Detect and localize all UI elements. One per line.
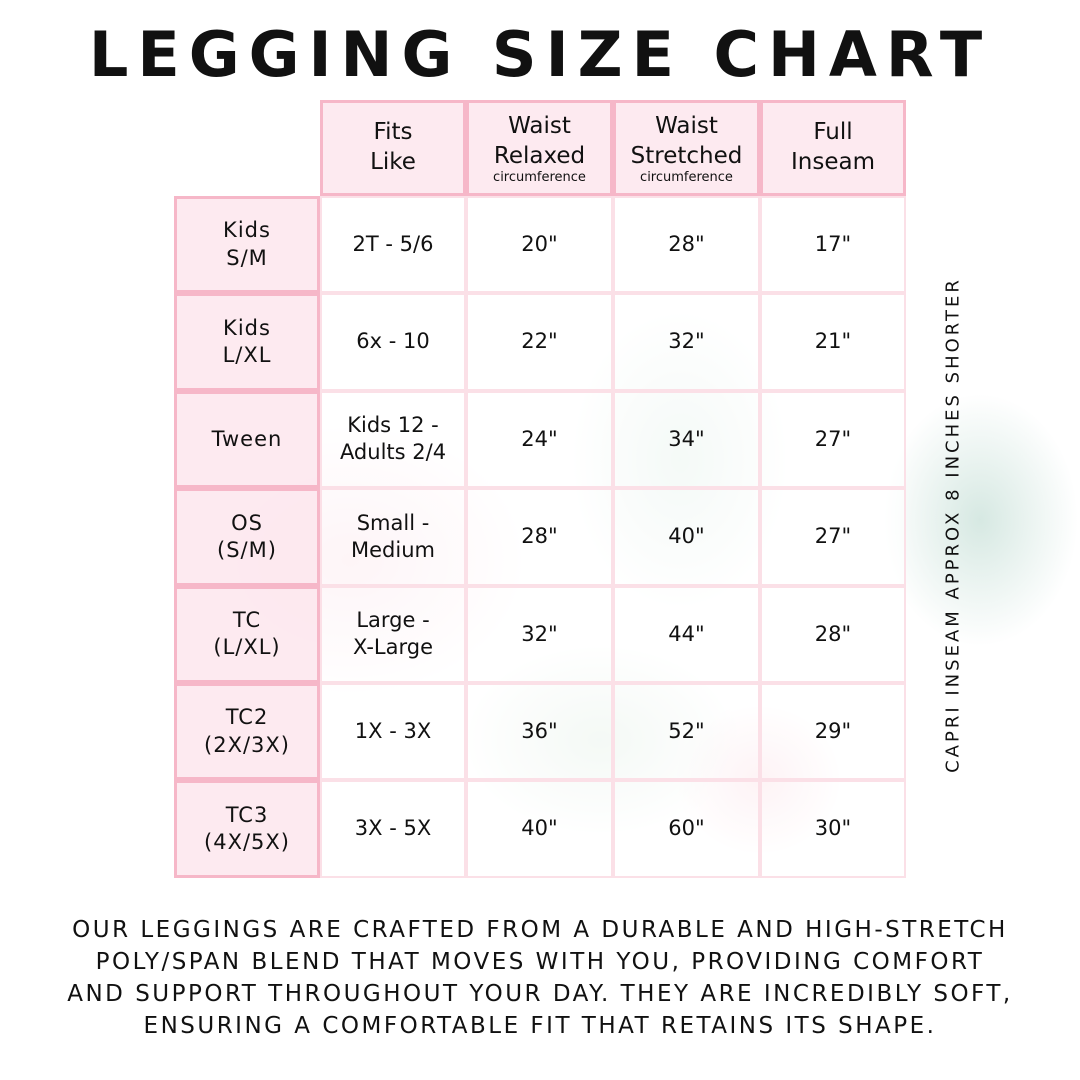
cell-stretched: 34" [613,390,760,489]
column-header: Full Inseam [760,100,906,196]
cell-text: L/XL [222,343,272,368]
cell-fits-like: Large - X-Large [320,585,466,683]
cell-text: Kids [223,315,271,340]
cell-text: (L/XL) [213,635,281,660]
cell-stretched: 28" [613,196,760,294]
cell-text: Kids [223,218,271,243]
cell-text: Fits [373,119,413,146]
cell-text: Like [370,149,416,175]
cell-text: (2X/3X) [204,732,290,757]
cell-fits-like: Kids 12 - Adults 2/4 [320,390,466,489]
row-label-size: Kids S/M [174,196,320,294]
header-subtext: circumference [640,170,733,186]
cell-text: (4X/5X) [204,830,290,855]
row-label-size: Kids L/XL [174,293,320,391]
cell-fits-like: 3X - 5X [320,780,466,878]
cell-text: Medium [351,537,435,562]
cell-inseam: 27" [760,390,906,489]
cell-fits-like: Small - Medium [320,488,466,586]
cell-fits-like: 1X - 3X [320,683,466,781]
cell-relaxed: 24" [466,390,613,489]
cell-inseam: 29" [760,683,906,781]
cell-inseam: 30" [760,780,906,878]
description: Our leggings are crafted from a durable … [0,914,1080,1042]
cell-stretched: 52" [613,683,760,781]
cell-inseam: 28" [760,585,906,683]
cell-fits-like: 2T - 5/6 [320,196,466,294]
cell-inseam: 17" [760,196,906,294]
cell-text: OS [231,510,263,535]
cell-stretched: 40" [613,488,760,586]
cell-text: X-Large [352,635,433,660]
cell-text: 1X - 3X [354,719,432,744]
row-label-size: Tween [174,390,320,489]
row-label-size: OS (S/M) [174,488,320,586]
column-header: Fits Like [320,100,466,196]
cell-relaxed: 32" [466,585,613,683]
cell-text: Kids 12 - [347,413,439,438]
cell-text: 3X - 5X [354,816,432,841]
row-label-size: TC (L/XL) [174,585,320,683]
cell-text: S/M [226,245,268,270]
cell-inseam: 27" [760,488,906,586]
cell-stretched: 44" [613,585,760,683]
cell-relaxed: 36" [466,683,613,781]
cell-relaxed: 28" [466,488,613,586]
header-subtext: circumference [493,170,586,186]
cell-text: Waist [655,112,718,139]
column-header: Waist Stretched circumference [613,100,760,196]
cell-text: (S/M) [217,537,277,562]
description-line: Our leggings are crafted from a durable … [72,917,1008,943]
description-line: ensuring a comfortable fit that retains … [143,1013,937,1039]
cell-relaxed: 22" [466,293,613,391]
cell-text: 6x - 10 [356,329,430,354]
column-header: Waist Relaxed circumference [466,100,613,196]
description-line: poly/span blend that moves with you, pro… [95,949,985,975]
capri-note: CAPRI INSEAM APPROX 8 INCHES SHORTER [942,277,964,773]
cell-stretched: 32" [613,293,760,391]
cell-text: Inseam [791,149,875,175]
description-line: and support throughout your day. They ar… [67,981,1013,1007]
row-label-size: TC3 (4X/5X) [174,780,320,878]
cell-text: Waist [508,112,571,139]
cell-text: Stretched [630,142,743,169]
cell-text: Relaxed [493,142,586,169]
cell-text: TC3 [225,802,269,827]
cell-text: Tween [211,426,283,451]
cell-inseam: 21" [760,293,906,391]
cell-stretched: 60" [613,780,760,878]
cell-text: Full [813,119,853,146]
page-title: LEGGING SIZE CHART [88,18,992,91]
cell-fits-like: 6x - 10 [320,293,466,391]
cell-text: Adults 2/4 [339,440,447,465]
cell-text: TC2 [225,705,269,730]
cell-relaxed: 40" [466,780,613,878]
cell-text: Small - [356,510,430,535]
cell-text: 2T - 5/6 [352,232,434,257]
cell-relaxed: 20" [466,196,613,294]
row-label-size: TC2 (2X/3X) [174,683,320,781]
cell-text: TC [232,607,262,632]
cell-text: Large - [356,607,430,632]
